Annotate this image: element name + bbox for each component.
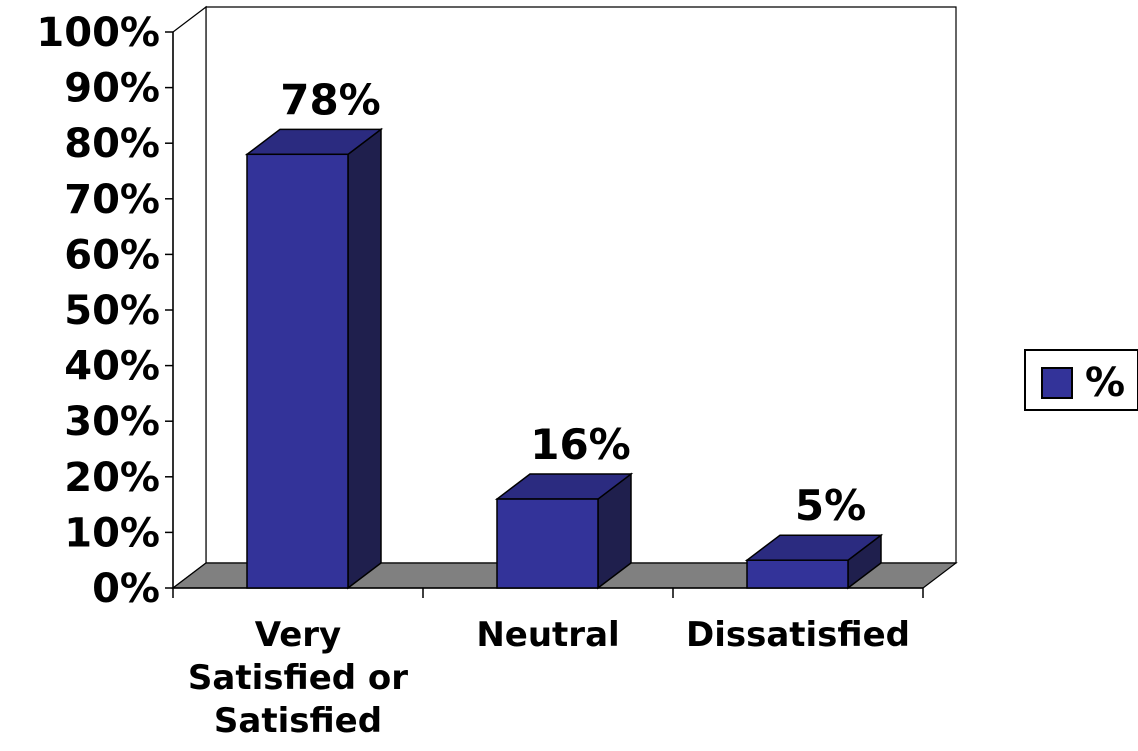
y-axis: 0% 10% 20% 30% 40% 50% 60% 70% 80% 90% 100% [36, 10, 174, 612]
y-tick-label: 70% [64, 177, 160, 223]
data-label: 78% [280, 75, 381, 124]
bars [244, 127, 884, 590]
bar-side [347, 127, 382, 590]
bar-front [746, 559, 849, 589]
bar-front [496, 498, 599, 589]
bar [494, 472, 634, 590]
bar [244, 127, 384, 590]
y-tick-label: 60% [64, 232, 160, 278]
y-tick-label: 0% [92, 566, 160, 612]
y-tick-label: 90% [64, 66, 160, 112]
data-label: 5% [795, 481, 866, 530]
y-tick-label: 40% [64, 344, 160, 390]
y-tick-label: 80% [64, 121, 160, 167]
category-label: Satisfied or [188, 658, 408, 698]
y-tick-label: 100% [36, 10, 160, 56]
y-tick-label: 10% [64, 510, 160, 556]
y-tick-label: 20% [64, 455, 160, 501]
legend-label: % [1085, 360, 1125, 406]
data-label: 16% [530, 420, 631, 469]
data-labels: 78% 16% 5% [280, 75, 866, 530]
category-label: Very [255, 615, 341, 655]
side-wall [172, 5, 207, 590]
legend: % [1024, 349, 1138, 411]
legend-swatch [1041, 367, 1073, 399]
category-label: Satisfied [214, 701, 382, 741]
category-label: Dissatisfied [686, 615, 910, 655]
bar-front [246, 153, 349, 589]
category-label: Neutral [476, 615, 619, 655]
y-tick-label: 50% [64, 288, 160, 334]
y-tick-label: 30% [64, 399, 160, 445]
bar [744, 533, 884, 590]
